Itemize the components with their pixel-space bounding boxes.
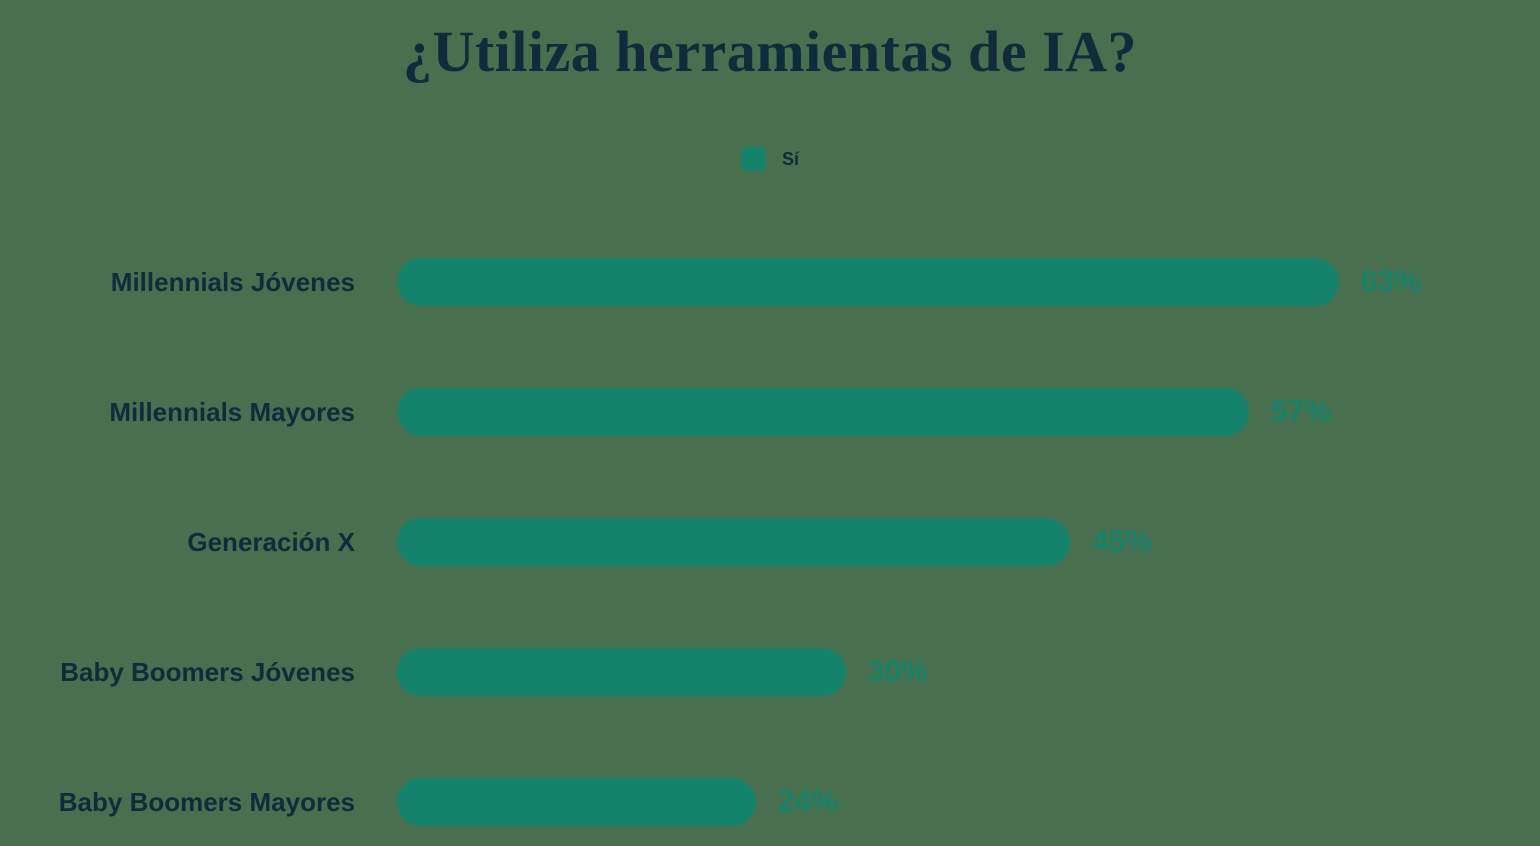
value-label: 45%: [1092, 525, 1153, 558]
bar-row: Baby Boomers Mayores 24%: [0, 778, 1540, 826]
chart-title: ¿Utiliza herramientas de IA?: [402, 19, 1138, 84]
bar-generacion-x: [397, 518, 1070, 566]
bar-row: Millennials Jóvenes 63%: [0, 258, 1540, 306]
category-label: Baby Boomers Jóvenes: [60, 656, 355, 687]
category-label: Millennials Jóvenes: [110, 266, 355, 297]
value-label: 57%: [1271, 395, 1332, 428]
bar-millennials-jovenes: [397, 258, 1339, 306]
category-label: Generación X: [187, 526, 355, 557]
value-label: 63%: [1361, 265, 1422, 298]
value-label: 24%: [778, 785, 839, 818]
bar-millennials-mayores: [397, 388, 1249, 436]
bar-baby-boomers-jovenes: [397, 648, 846, 696]
bar-row: Baby Boomers Jóvenes 30%: [0, 648, 1540, 696]
legend-label-si: Sí: [781, 148, 799, 169]
category-label: Baby Boomers Mayores: [58, 786, 355, 817]
category-label: Millennials Mayores: [109, 396, 355, 427]
legend: Sí: [0, 147, 1540, 171]
legend-swatch-si: [740, 147, 766, 171]
bar-row: Generación X 45%: [0, 518, 1540, 566]
bar-baby-boomers-mayores: [397, 778, 756, 826]
value-label: 30%: [868, 655, 929, 688]
bar-row: Millennials Mayores 57%: [0, 388, 1540, 436]
